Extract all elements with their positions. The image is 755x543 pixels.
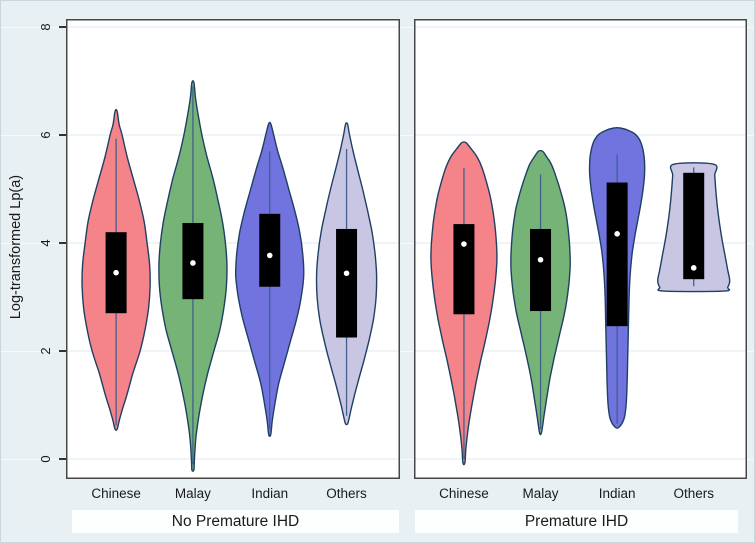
median-dot <box>266 252 273 259</box>
panel-border <box>66 19 400 479</box>
x-category-label: Indian <box>598 486 636 501</box>
strip-label: Premature IHD <box>524 512 629 530</box>
iqr-box <box>259 213 281 287</box>
panel-premature-ihd <box>414 19 747 479</box>
x-category-label: Others <box>673 486 714 501</box>
median-dot <box>614 231 620 237</box>
median-dot <box>690 265 697 271</box>
iqr-box <box>336 228 358 338</box>
strip-label: No Premature IHD <box>171 512 300 530</box>
iqr-box <box>530 228 552 312</box>
iqr-box <box>606 182 628 327</box>
median-dot <box>113 269 119 276</box>
y-axis-tick <box>59 350 66 352</box>
y-axis-tick <box>59 26 66 28</box>
median-dot <box>343 270 350 277</box>
strip-premature-ihd: Premature IHD <box>415 510 738 533</box>
y-axis-title: Log-transformed Lp(a) <box>8 174 24 320</box>
strip-no-premature-ihd: No Premature IHD <box>72 510 399 533</box>
median-dot <box>537 256 544 263</box>
panel-border <box>414 19 747 479</box>
x-category-label: Others <box>326 486 367 501</box>
y-axis-tick <box>59 458 66 460</box>
x-category-label: Indian <box>251 486 289 501</box>
x-category-label: Malay <box>174 486 211 501</box>
y-axis-tick <box>59 134 66 136</box>
y-tick-label: 6 <box>37 131 53 139</box>
x-category-label: Chinese <box>91 486 141 501</box>
x-category-label: Chinese <box>439 486 489 501</box>
y-tick-label: 8 <box>37 23 53 31</box>
x-category-label: Malay <box>522 486 559 501</box>
panel-no-premature-ihd <box>66 19 400 479</box>
median-dot <box>461 241 467 247</box>
y-axis-tick <box>59 242 66 244</box>
y-tick-label: 2 <box>37 347 53 355</box>
iqr-box <box>683 172 705 280</box>
y-tick-label: 4 <box>37 239 53 247</box>
median-dot <box>190 260 196 266</box>
y-tick-label: 0 <box>37 455 53 463</box>
iqr-box <box>453 224 475 315</box>
